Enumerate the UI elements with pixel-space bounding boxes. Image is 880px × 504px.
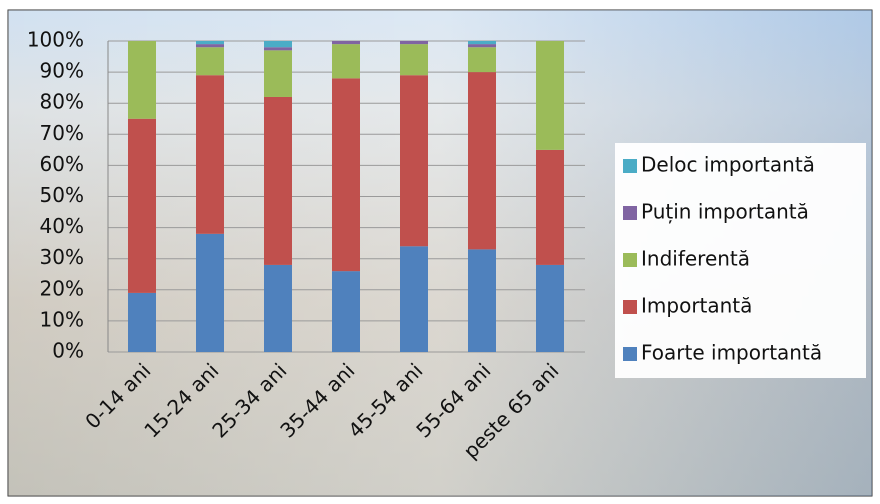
legend-swatch [623,159,637,173]
bar-segment [468,249,496,352]
bar-segment [400,75,428,247]
bar-segment [400,44,428,76]
legend-label: Foarte importantă [641,341,822,365]
bar-segment [400,41,428,45]
bar-segment [468,44,496,48]
y-tick-label: 30% [40,245,84,269]
y-tick-label: 10% [40,307,84,331]
bar-segment [332,78,360,272]
bar-segment [536,264,564,352]
bar-segment [264,41,292,48]
bar-segment [264,264,292,352]
bar-segment [264,96,292,265]
bar-segment [196,44,224,48]
bar-segment [264,50,292,97]
legend-swatch [623,347,637,361]
bar-segment [468,41,496,45]
y-tick-label: 0% [52,339,84,363]
y-tick-label: 40% [40,214,84,238]
bar-segment [128,41,156,119]
bar-segment [196,41,224,45]
bar-segment [196,233,224,352]
legend-swatch [623,206,637,220]
bar-segment [128,292,156,352]
y-tick-label: 90% [40,59,84,83]
y-tick-label: 20% [40,276,84,300]
bar-segment [332,271,360,352]
legend-box [615,143,866,378]
y-tick-label: 60% [40,152,84,176]
legend-label: Puțin importantă [641,200,809,224]
bar-segment [332,44,360,79]
bar-segment [196,75,224,234]
legend-swatch [623,253,637,267]
y-tick-label: 80% [40,90,84,114]
legend-swatch [623,300,637,314]
y-tick-label: 100% [27,28,84,52]
bar-segment [536,41,564,150]
bar-segment [264,47,292,51]
bar-segment [400,246,428,352]
y-tick-label: 50% [40,183,84,207]
bar-segment [536,149,564,265]
legend-label: Indiferentă [641,247,750,271]
legend-label: Importantă [641,294,752,318]
bar-segment [128,118,156,293]
legend-label: Deloc importantă [641,153,815,177]
bar-segment [468,47,496,73]
bar-segment [468,72,496,250]
bar-segment [332,41,360,45]
bar-segment [196,47,224,76]
y-tick-label: 70% [40,121,84,145]
